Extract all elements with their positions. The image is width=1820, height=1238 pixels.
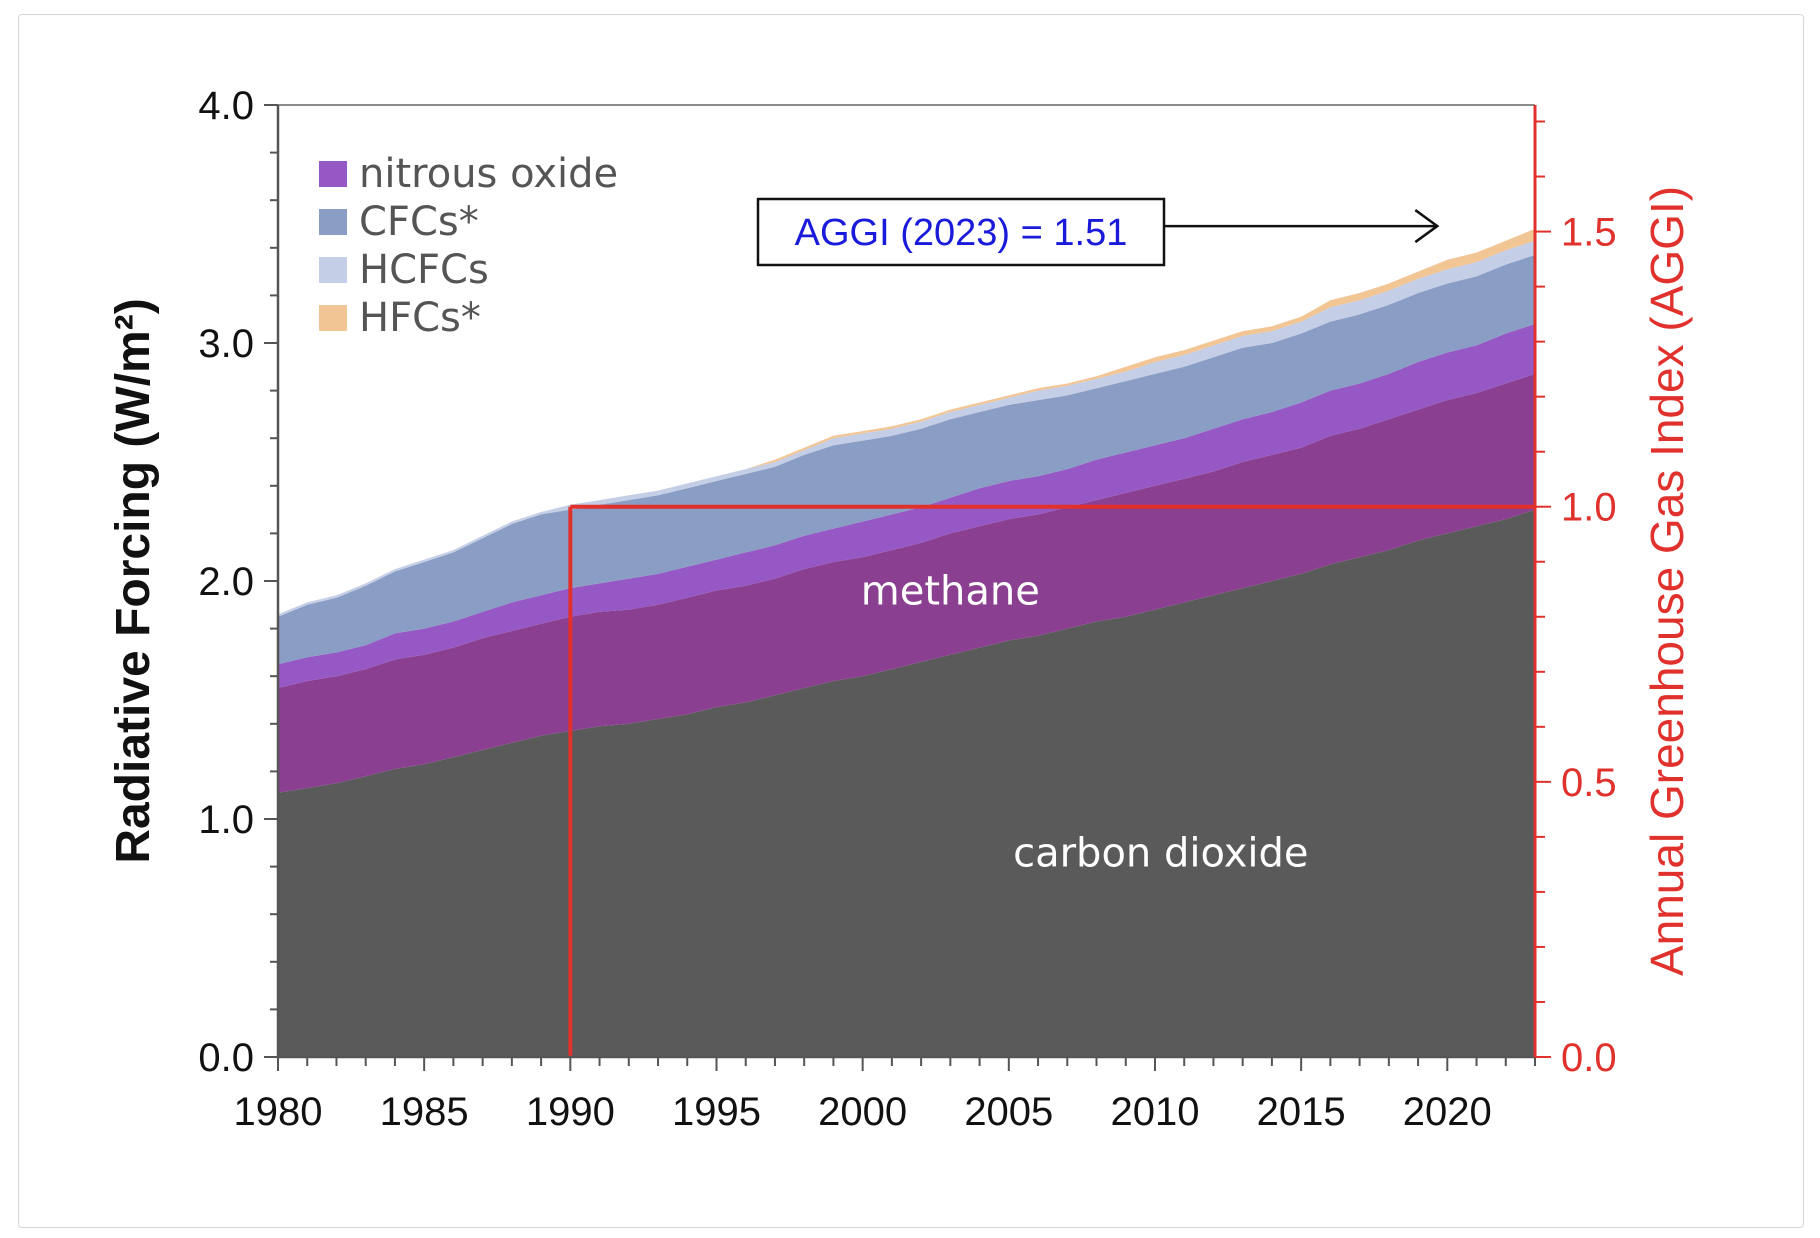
y-tick-label: 4.0 bbox=[198, 84, 254, 128]
y2-tick-label: 1.0 bbox=[1561, 486, 1617, 530]
area-carbon-dioxide bbox=[278, 509, 1535, 1058]
y2-tick-label: 0.5 bbox=[1561, 761, 1617, 805]
chart-card: 0.0 1.0 2.0 3.0 4.0 Radiative Forcing (W/m²) … bbox=[18, 14, 1804, 1228]
x-tick-label: 2010 bbox=[1110, 1090, 1199, 1134]
area-cfcs bbox=[278, 254, 1535, 665]
legend-label: nitrous oxide bbox=[359, 151, 618, 197]
callout-box bbox=[756, 197, 1166, 267]
y2-axis-title: Annual Greenhouse Gas Index (AGGI) bbox=[1641, 186, 1693, 976]
legend-swatch bbox=[319, 305, 347, 331]
area-methane bbox=[278, 373, 1535, 793]
x-tick-label: 2000 bbox=[818, 1090, 907, 1134]
aggi-reference-lines bbox=[568, 504, 1535, 1057]
y-axis: 0.0 1.0 2.0 3.0 4.0 Radiative Forcing (W/m²) bbox=[107, 84, 280, 1080]
area-nitrous-oxide bbox=[278, 324, 1535, 689]
x-tick-label: 2015 bbox=[1257, 1090, 1346, 1134]
x-tick-label: 1980 bbox=[234, 1090, 323, 1134]
area-hcfcs bbox=[278, 240, 1535, 617]
x-tick-label: 1995 bbox=[672, 1090, 761, 1134]
legend-swatch bbox=[319, 209, 347, 235]
y2-axis: 0.0 0.5 1.0 1.5 Annual Greenhouse Gas Index … bbox=[1533, 105, 1693, 1080]
area-labels: methane carbon dioxide bbox=[861, 569, 1309, 877]
legend-swatch bbox=[319, 257, 347, 283]
stacked-areas bbox=[278, 228, 1535, 1058]
callout-text: AGGI (2023) = 1.51 bbox=[795, 212, 1128, 254]
y-tick-label: 0.0 bbox=[198, 1036, 254, 1080]
legend-label: HCFCs bbox=[359, 247, 489, 293]
aggi-callout: AGGI (2023) = 1.51 bbox=[756, 197, 1440, 267]
area-label-carbon-dioxide: carbon dioxide bbox=[1013, 830, 1308, 876]
y-axis-title: Radiative Forcing (W/m²) bbox=[107, 298, 160, 863]
y-tick-label: 2.0 bbox=[198, 560, 254, 604]
x-tick-label: 2005 bbox=[964, 1090, 1053, 1134]
legend-label: HFCs* bbox=[359, 295, 481, 341]
x-tick-label: 2020 bbox=[1403, 1090, 1492, 1134]
y2-tick-label: 0.0 bbox=[1561, 1036, 1617, 1080]
x-tick-label: 1985 bbox=[380, 1090, 469, 1134]
x-axis: 1980 1985 1990 1995 2000 2005 2010 2015 2020 bbox=[234, 1055, 1536, 1134]
area-label-methane: methane bbox=[861, 569, 1040, 615]
legend-swatch bbox=[319, 161, 347, 187]
y2-tick-label: 1.5 bbox=[1561, 211, 1617, 255]
callout-arrow-head bbox=[1414, 209, 1440, 244]
legend-label: CFCs* bbox=[359, 199, 479, 245]
y-tick-label: 3.0 bbox=[198, 322, 254, 366]
y-tick-label: 1.0 bbox=[198, 798, 254, 842]
x-tick-label: 1990 bbox=[526, 1090, 615, 1134]
